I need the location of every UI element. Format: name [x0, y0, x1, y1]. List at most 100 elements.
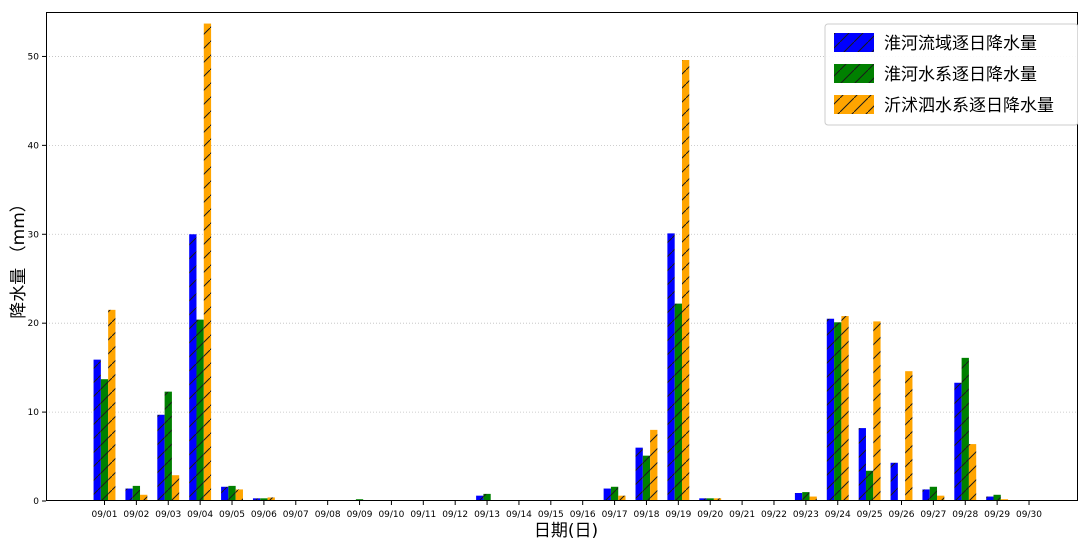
bar-淮河水系逐日降水量-09/24 — [834, 322, 842, 501]
x-tick-label: 09/20 — [697, 510, 723, 520]
legend-label: 淮河流域逐日降水量 — [884, 34, 1037, 54]
x-tick-label: 09/17 — [602, 510, 628, 520]
bar-淮河流域逐日降水量-09/20 — [699, 498, 707, 501]
bar-淮河水系逐日降水量-09/23 — [802, 492, 810, 501]
bar-淮河流域逐日降水量-09/27 — [922, 489, 930, 501]
bar-沂沭泗水系逐日降水量-09/05 — [235, 489, 243, 501]
legend-swatch — [834, 64, 874, 83]
bar-沂沭泗水系逐日降水量-09/23 — [809, 496, 817, 501]
bar-沂沭泗水系逐日降水量-09/25 — [873, 321, 881, 501]
x-tick-label: 09/06 — [251, 510, 277, 520]
bar-淮河水系逐日降水量-09/29 — [993, 494, 1001, 501]
bar-淮河水系逐日降水量-09/28 — [961, 357, 969, 501]
bar-沂沭泗水系逐日降水量-09/27 — [937, 495, 945, 501]
bar-沂沭泗水系逐日降水量-09/19 — [681, 60, 690, 501]
x-tick-label: 09/14 — [506, 510, 532, 520]
bar-淮河水系逐日降水量-09/06 — [260, 498, 268, 501]
bar-淮河水系逐日降水量-09/03 — [164, 391, 172, 501]
bar-淮河流域逐日降水量-09/13 — [476, 495, 484, 501]
x-axis-label: 日期(日) — [534, 521, 598, 541]
bars — [93, 23, 1040, 502]
legend-swatch — [834, 95, 874, 114]
bar-淮河水系逐日降水量-09/02 — [132, 485, 141, 501]
x-tick-label: 09/11 — [410, 510, 436, 520]
bar-淮河流域逐日降水量-09/19 — [667, 233, 675, 501]
x-tick-label: 09/23 — [793, 510, 819, 520]
x-tick-label: 09/04 — [187, 510, 213, 520]
bar-沂沭泗水系逐日降水量-09/26 — [905, 371, 913, 501]
bar-沂沭泗水系逐日降水量-09/20 — [713, 498, 722, 501]
x-tick-label: 09/27 — [920, 510, 946, 520]
x-tick-label: 09/07 — [283, 510, 309, 520]
bar-淮河流域逐日降水量-09/01 — [93, 359, 101, 501]
bar-沂沭泗水系逐日降水量-09/28 — [968, 444, 977, 501]
y-tick-label: 10 — [28, 408, 40, 418]
x-tick-label: 09/28 — [952, 510, 978, 520]
bar-淮河流域逐日降水量-09/18 — [635, 447, 643, 501]
bar-淮河流域逐日降水量-09/04 — [189, 234, 197, 502]
bar-淮河水系逐日降水量-09/17 — [610, 486, 619, 501]
bar-淮河水系逐日降水量-09/25 — [865, 470, 874, 501]
bar-淮河水系逐日降水量-09/19 — [674, 303, 682, 501]
bar-淮河流域逐日降水量-09/25 — [858, 428, 866, 501]
y-tick-label: 40 — [28, 141, 40, 151]
bar-沂沭泗水系逐日降水量-09/18 — [650, 429, 658, 501]
bar-沂沭泗水系逐日降水量-09/06 — [267, 497, 275, 501]
x-tick-label: 09/18 — [633, 510, 659, 520]
bar-淮河水系逐日降水量-09/01 — [100, 379, 109, 501]
grid-lines — [46, 56, 1078, 413]
bar-淮河水系逐日降水量-09/13 — [483, 493, 491, 501]
x-tick-label: 09/05 — [219, 510, 245, 520]
bar-沂沭泗水系逐日降水量-09/02 — [140, 494, 148, 501]
bar-淮河流域逐日降水量-09/06 — [252, 498, 261, 501]
bar-淮河水系逐日降水量-09/18 — [642, 455, 651, 501]
x-tick-label: 09/02 — [123, 510, 149, 520]
legend-label: 淮河水系逐日降水量 — [884, 65, 1037, 85]
x-tick-label: 09/09 — [347, 510, 373, 520]
y-axis: 0 10 20 30 40 50 — [28, 52, 46, 507]
x-tick-label: 09/13 — [474, 510, 500, 520]
bar-淮河流域逐日降水量-09/29 — [986, 496, 994, 501]
bar-沂沭泗水系逐日降水量-09/17 — [618, 495, 626, 501]
bar-淮河流域逐日降水量-09/03 — [157, 414, 165, 501]
y-tick-label: 0 — [33, 497, 39, 507]
bar-淮河流域逐日降水量-09/28 — [954, 382, 962, 501]
bar-淮河流域逐日降水量-09/02 — [125, 488, 133, 501]
x-tick-label: 09/25 — [857, 510, 883, 520]
x-tick-label: 09/26 — [889, 510, 915, 520]
x-tick-label: 09/24 — [825, 510, 851, 520]
legend-swatch — [834, 33, 874, 52]
y-axis-label: 降水量 （mm） — [9, 195, 29, 319]
bar-沂沭泗水系逐日降水量-09/01 — [108, 309, 116, 501]
bar-沂沭泗水系逐日降水量-09/04 — [203, 23, 212, 502]
bar-淮河水系逐日降水量-09/05 — [228, 485, 236, 501]
bar-淮河水系逐日降水量-09/20 — [706, 498, 714, 501]
legend-frame — [824, 23, 1078, 126]
x-tick-label: 09/21 — [729, 510, 755, 520]
bar-淮河流域逐日降水量-09/23 — [794, 492, 803, 501]
x-tick-label: 09/30 — [1016, 510, 1042, 520]
y-tick-label: 20 — [28, 319, 40, 329]
bar-沂沭泗水系逐日降水量-09/03 — [171, 475, 180, 501]
x-tick-label: 09/12 — [442, 510, 468, 520]
y-tick-label: 50 — [28, 52, 40, 62]
legend-label: 沂沭泗水系逐日降水量 — [884, 96, 1054, 116]
bar-淮河流域逐日降水量-09/05 — [221, 486, 229, 501]
x-tick-label: 09/08 — [315, 510, 341, 520]
y-tick-label: 30 — [28, 230, 40, 240]
x-tick-label: 09/22 — [761, 510, 787, 520]
x-tick-label: 09/15 — [538, 510, 564, 520]
bar-淮河流域逐日降水量-09/24 — [826, 318, 835, 501]
x-axis: 09/01 09/02 09/03 09/04 09/05 09/06 09/07 09/08… — [92, 501, 1042, 520]
bar-淮河水系逐日降水量-09/04 — [196, 319, 204, 501]
x-tick-label: 09/29 — [984, 510, 1010, 520]
x-tick-label: 09/03 — [155, 510, 181, 520]
bar-淮河水系逐日降水量-09/27 — [929, 486, 938, 501]
x-tick-label: 09/10 — [378, 510, 404, 520]
x-tick-label: 09/16 — [570, 510, 596, 520]
bar-沂沭泗水系逐日降水量-09/24 — [841, 316, 849, 501]
x-tick-label: 09/19 — [665, 510, 691, 520]
